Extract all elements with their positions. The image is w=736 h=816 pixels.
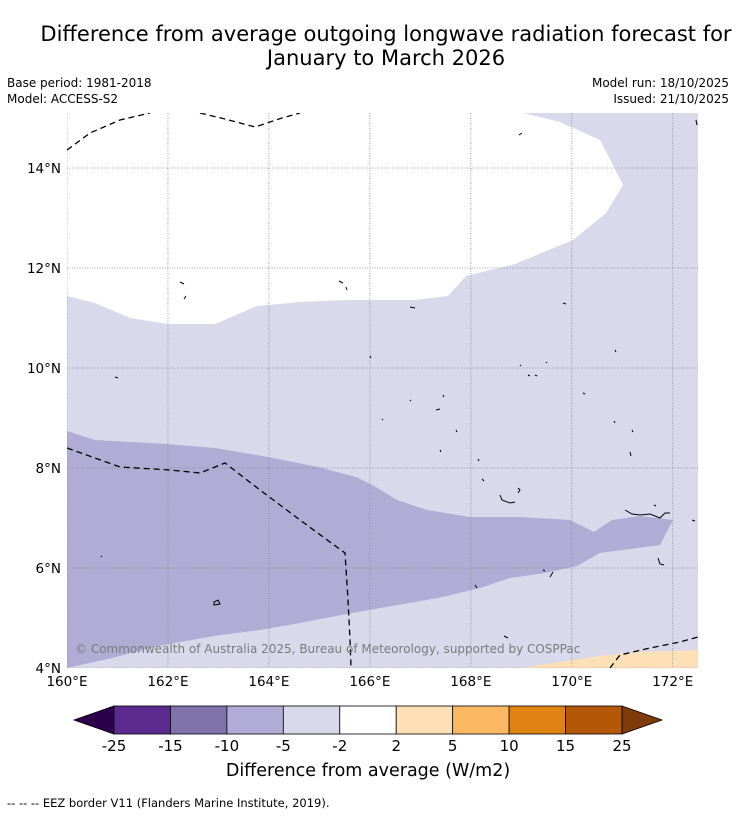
colorbar-tick-label: 15 [556, 737, 575, 755]
base-period: Base period: 1981-2018 [7, 76, 152, 90]
island [518, 132, 523, 136]
island [519, 361, 548, 377]
meta-left: Base period: 1981-2018 Model: ACCESS-S2 [7, 75, 152, 107]
island [369, 355, 372, 359]
title-line-2: January to March 2026 [266, 46, 506, 70]
x-tick-label: 172°E [652, 674, 693, 690]
eez-border-north [67, 113, 301, 151]
colorbar-tick-label: -5 [276, 737, 291, 755]
model-name: Model: ACCESS-S2 [7, 92, 119, 106]
island [477, 458, 485, 482]
island [338, 280, 348, 291]
eez-border-south [67, 447, 352, 668]
footnote: -- -- -- EEZ border V11 (Flanders Marine… [7, 796, 330, 810]
x-tick-label: 160°E [46, 674, 87, 690]
colorbar-swatch [395, 705, 454, 735]
colorbar-swatch [452, 705, 510, 735]
colorbar-swatch [282, 705, 341, 735]
island [582, 349, 634, 457]
colorbar-tick-label: -10 [215, 737, 240, 755]
x-tick-label: 164°E [248, 674, 289, 690]
title-line-1: Difference from average outgoing longwav… [40, 22, 732, 46]
colorbar-swatch [508, 705, 566, 735]
island [409, 394, 445, 411]
x-tick-label: 162°E [147, 674, 188, 690]
y-tick-label: 10°N [27, 361, 61, 377]
eez-border-southeast [609, 636, 698, 668]
island [695, 119, 698, 126]
island [562, 302, 567, 305]
anomaly-region-minus10-to-minus5 [67, 431, 673, 668]
y-tick-label: 12°N [27, 261, 61, 277]
y-tick-label: 14°N [27, 161, 61, 177]
map-area: © Commonwealth of Australia 2025, Bureau… [67, 113, 698, 668]
island [657, 557, 665, 566]
island [213, 599, 221, 606]
meta-right: Model run: 18/10/2025 Issued: 21/10/2025 [592, 75, 729, 107]
issued-date: Issued: 21/10/2025 [613, 92, 729, 106]
colorbar-swatch [226, 705, 284, 735]
colorbar-swatch [170, 705, 228, 735]
colorbar-tick-label: -25 [102, 737, 127, 755]
island [114, 376, 119, 379]
x-tick-label: 166°E [349, 674, 390, 690]
y-axis-ticks: 14°N 12°N 10°N 8°N 6°N 4°N [27, 161, 61, 677]
island [653, 504, 696, 522]
island [499, 487, 521, 504]
colorbar-swatch [339, 705, 397, 735]
island [100, 555, 509, 639]
colorbar-under-arrow [72, 705, 115, 735]
island [409, 306, 416, 309]
y-tick-label: 6°N [36, 561, 61, 577]
colorbar-tick-label: -2 [332, 737, 347, 755]
colorbar-tick-label: 2 [391, 737, 401, 755]
x-tick-label: 168°E [450, 674, 491, 690]
y-tick-label: 8°N [36, 461, 61, 477]
island [624, 509, 670, 519]
x-axis-ticks: 160°E 162°E 164°E 166°E 168°E 170°E 172°E [46, 674, 693, 690]
island [381, 418, 458, 453]
colorbar-tick-label: 25 [612, 737, 631, 755]
colorbar-tick-label: 5 [448, 737, 458, 755]
copyright-notice: © Commonwealth of Australia 2025, Bureau… [75, 642, 580, 656]
island [542, 569, 554, 578]
gridlines [67, 113, 698, 668]
colorbar-tick-label: 10 [500, 737, 519, 755]
islands [100, 119, 698, 639]
y-tick-label: 4°N [36, 661, 61, 677]
eez-borders [67, 113, 698, 668]
island [179, 281, 187, 300]
model-run: Model run: 18/10/2025 [591, 76, 729, 90]
colorbar-over-arrow [621, 705, 664, 735]
colorbar-tick-label: -15 [158, 737, 183, 755]
colorbar-swatch [565, 705, 623, 735]
x-tick-label: 170°E [551, 674, 592, 690]
anomaly-region-plus2-to-plus5 [520, 650, 698, 668]
colorbar-swatch [113, 705, 171, 735]
colorbar-title: Difference from average (W/m2) [225, 761, 511, 781]
colorbar: -25 -15 -10 -5 -2 2 5 10 15 25 [72, 705, 664, 755]
chart-title: Difference from average outgoing longwav… [0, 22, 736, 70]
